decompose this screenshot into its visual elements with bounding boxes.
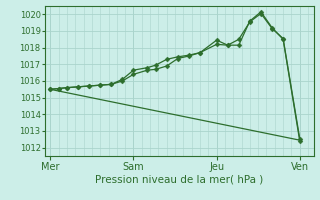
X-axis label: Pression niveau de la mer( hPa ): Pression niveau de la mer( hPa ) [95, 174, 263, 184]
